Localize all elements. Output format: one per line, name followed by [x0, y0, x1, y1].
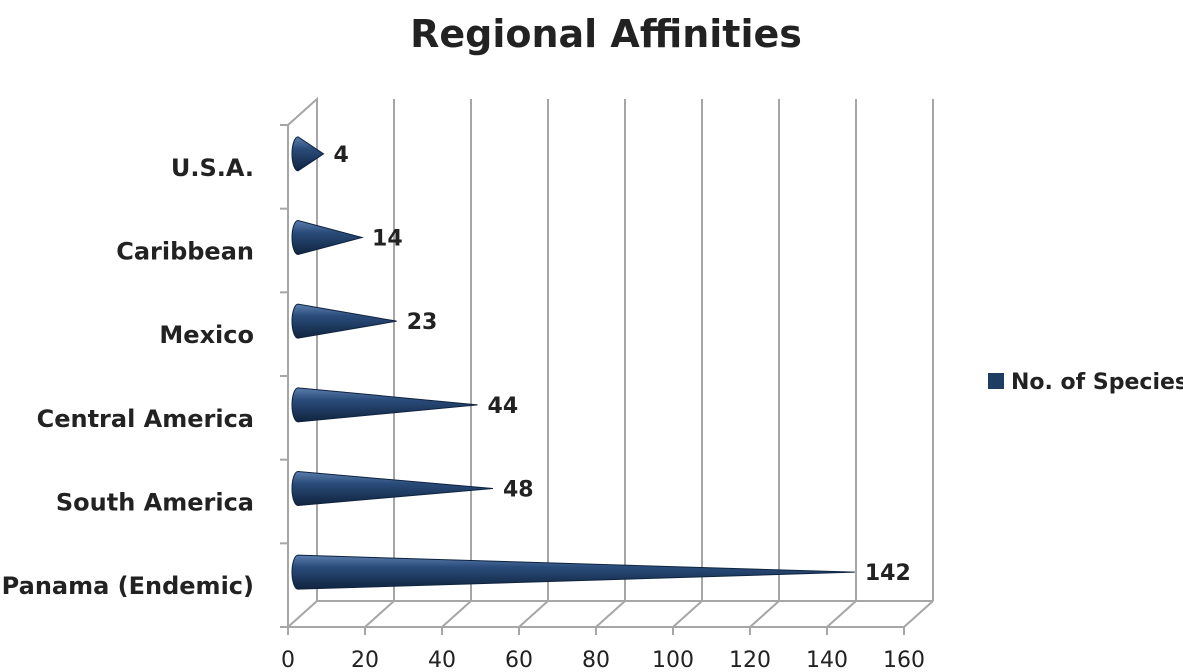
left-wall [287, 96, 318, 627]
x-tick-label: 60 [505, 648, 533, 672]
gridline-floor [749, 600, 780, 628]
x-tick-label: 0 [281, 648, 295, 672]
legend-label: No. of Species [1011, 370, 1183, 395]
gridline-floor [441, 600, 472, 628]
x-tick-label: 120 [729, 648, 771, 672]
x-tick-label: 160 [883, 648, 925, 672]
bar [291, 470, 493, 507]
data-label: 4 [334, 143, 349, 168]
legend: No. of Species [988, 370, 1183, 395]
data-label: 48 [503, 478, 534, 503]
bar [291, 554, 855, 590]
gridline-floor [672, 600, 703, 628]
x-tick-label: 80 [582, 648, 610, 672]
gridline-floor [903, 600, 934, 628]
bar-layer [291, 136, 855, 590]
label-layer: 142 Panama (Endemic) 48 South America 44 Cent… [2, 143, 911, 600]
bar [291, 136, 325, 172]
bar [291, 303, 397, 339]
data-label: 23 [407, 310, 438, 335]
y-tick-label: Central America [37, 405, 254, 433]
gridline-floor [364, 600, 395, 628]
data-label: 14 [372, 227, 403, 252]
x-tick-label: 20 [351, 648, 379, 672]
grid-layer: 0 20 40 60 80 100 120 140 160 [280, 96, 934, 672]
legend-swatch [988, 373, 1004, 389]
y-tick-label: Mexico [159, 321, 254, 349]
gridline-floor [595, 600, 626, 628]
y-tick-label: Caribbean [116, 238, 254, 266]
data-label: 142 [865, 561, 911, 586]
chart-title: Regional Affinities [410, 12, 802, 56]
x-tick-label: 100 [652, 648, 694, 672]
gridline-floor [518, 600, 549, 628]
y-tick-label: Panama (Endemic) [2, 572, 254, 600]
x-tick-label: 40 [428, 648, 456, 672]
bar [291, 219, 364, 256]
gridline-floor [826, 600, 857, 628]
y-tick-label: South America [56, 489, 254, 517]
data-label: 44 [488, 394, 519, 419]
gridline-floor [287, 600, 318, 628]
y-tick-label: U.S.A. [171, 154, 254, 182]
x-tick-label: 140 [806, 648, 848, 672]
bar [291, 387, 478, 423]
